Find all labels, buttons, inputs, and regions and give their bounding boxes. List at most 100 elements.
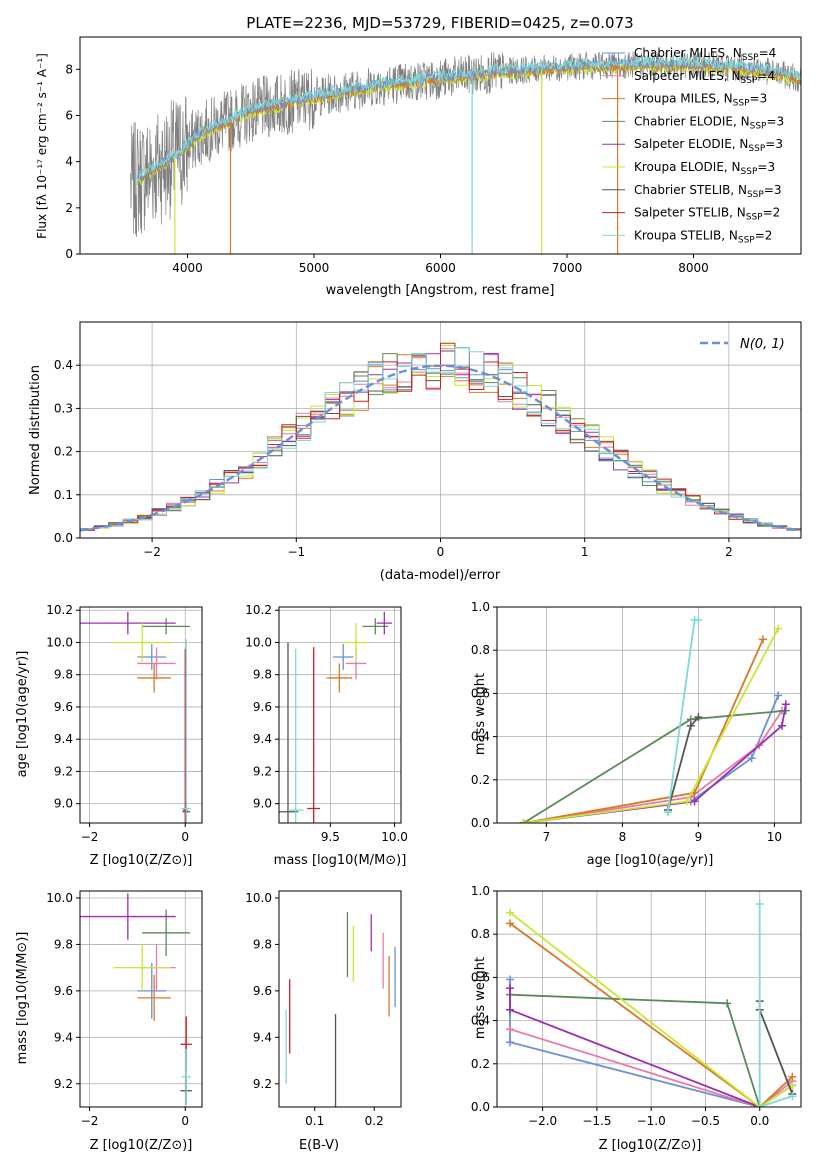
xtick-label: 10.0 — [381, 830, 408, 844]
weight-marker — [694, 615, 703, 624]
ytick-label: 9.6 — [253, 984, 272, 998]
weight-marker — [683, 797, 691, 806]
ytick-label: 0.8 — [471, 643, 490, 657]
weight-line — [509, 911, 793, 1107]
xtick-label: 7 — [543, 830, 551, 844]
weight-marker — [686, 721, 695, 730]
model-spectrum — [136, 55, 801, 182]
ytick-label: 0.0 — [54, 531, 73, 545]
xtick-label: 4000 — [172, 261, 203, 275]
weight-marker — [788, 1072, 797, 1081]
legend-label: Kroupa STELIB, NSSP=2 — [634, 228, 772, 245]
mass-vs-ebv-plot: 0.1 0.2 9.2 9.4 9.6 9.8 10.0 — [245, 890, 402, 1128]
residuals-plot: −2 −1 0 1 2 0.0 0.1 0.2 0.3 0.4 N(0, 1) — [54, 321, 802, 559]
axes-frame — [278, 890, 402, 1108]
xtick-label: −2 — [143, 545, 161, 559]
legend-label-text: Kroupa MILES, N — [634, 92, 733, 106]
legend-label: Kroupa MILES, NSSP=3 — [634, 92, 767, 109]
plot-area — [80, 611, 191, 823]
massweight-vs-age-plot: 7 8 9 10 0.0 0.2 0.4 0.6 0.8 1.0 — [471, 600, 802, 844]
massweight-vs-z-plot: −2.0 −1.5 −1.0 −0.5 0.0 0.0 0.2 0.4 0.6 0.8 1.0 — [471, 884, 802, 1128]
weight-marker — [506, 1025, 515, 1034]
ytick-label: 0.0 — [471, 816, 490, 830]
legend-label-eq: =4 — [759, 46, 777, 60]
ytick-label: 0.6 — [471, 686, 490, 700]
ytick-label: 0.2 — [471, 1057, 490, 1071]
weight-marker — [519, 819, 528, 823]
weight-marker — [774, 691, 783, 700]
mw-age-xlabel: age [log10(age/yr)] — [587, 853, 714, 868]
ytick-label: 1.0 — [471, 600, 490, 614]
ytick-label: 0.1 — [54, 488, 73, 502]
weight-line — [758, 904, 793, 1107]
spectrum-plot: 4000 5000 6000 7000 8000 0 2 4 6 8 Chabrier MILES,… — [65, 36, 802, 275]
weight-line — [509, 1028, 793, 1107]
legend-label-text: Salpeter MILES, N — [634, 69, 741, 83]
legend-label: Chabrier STELIB, NSSP=3 — [634, 183, 782, 200]
ytick-label: 4 — [65, 155, 73, 169]
figure-title: PLATE=2236, MJD=53729, FIBERID=0425, z=0… — [246, 14, 633, 32]
weight-marker — [506, 984, 515, 993]
legend-label: Salpeter STELIB, NSSP=2 — [634, 206, 780, 223]
plot-area — [519, 615, 790, 823]
model-spectrum — [136, 58, 801, 184]
ytick-label: 9.6 — [54, 984, 73, 998]
ytick-label: 10.0 — [46, 635, 73, 649]
axes-frame — [278, 606, 402, 824]
plot-area — [279, 611, 393, 823]
weight-line — [523, 710, 783, 823]
ytick-label: 0.2 — [471, 773, 490, 787]
weight-line — [667, 619, 699, 813]
legend-label-sub: SSP — [750, 121, 767, 131]
legend-label-eq: =3 — [766, 114, 784, 128]
xtick-label: 8000 — [678, 261, 709, 275]
weight-marker — [506, 975, 515, 984]
axes-frame — [496, 606, 802, 824]
legend-label: Kroupa ELODIE, NSSP=3 — [634, 160, 775, 177]
legend-label-sub: SSP — [733, 99, 750, 109]
ytick-label: 9.2 — [253, 1077, 272, 1091]
ytick-label: 0.8 — [471, 927, 490, 941]
axes-frame — [496, 890, 802, 1108]
ytick-label: 9.4 — [54, 1030, 73, 1044]
xtick-label: −1.0 — [637, 1114, 666, 1128]
weight-line — [509, 993, 761, 1107]
legend-label: N(0, 1) — [740, 337, 785, 352]
spectrum-ylabel: Flux [fλ 10⁻¹⁷ erg cm⁻² s⁻¹ A⁻¹] — [35, 53, 49, 239]
mass-vs-z-plot: −2 0 9.2 9.4 9.6 9.8 10.0 — [46, 890, 203, 1128]
weight-marker — [755, 1103, 764, 1107]
ytick-label: 8 — [65, 62, 73, 76]
xtick-label: 9 — [695, 830, 703, 844]
mass-z-ylabel: mass [log10(M/M⊙)] — [15, 932, 30, 1065]
ytick-label: 2 — [65, 201, 73, 215]
plot-area — [130, 51, 801, 254]
histogram-step — [80, 346, 801, 531]
xtick-label: 10 — [767, 830, 782, 844]
legend-label-text: Chabrier STELIB, N — [634, 183, 747, 197]
ytick-label: 9.2 — [253, 764, 272, 778]
xtick-label: −1 — [287, 545, 305, 559]
mass-ebv-xlabel: E(B-V) — [299, 1138, 339, 1153]
ytick-label: 10.0 — [245, 635, 272, 649]
age-mass-xlabel: mass [log10(M/M⊙)] — [274, 853, 407, 868]
ytick-label: 10.0 — [46, 891, 73, 905]
weight-marker — [755, 899, 764, 908]
legend-label: Chabrier MILES, NSSP=4 — [634, 46, 776, 63]
mw-z-xlabel: Z [log10(Z/Z⊙)] — [599, 1138, 702, 1153]
weight-line — [523, 639, 764, 823]
xtick-label: 0.0 — [750, 1114, 769, 1128]
ytick-label: 1.0 — [471, 884, 490, 898]
xtick-label: 1 — [581, 545, 589, 559]
ytick-label: 9.4 — [253, 1030, 272, 1044]
weight-marker — [506, 1005, 515, 1014]
legend-label-text: Kroupa STELIB, N — [634, 228, 738, 242]
legend-label-eq: =3 — [757, 160, 775, 174]
plot-area — [506, 899, 797, 1107]
xtick-label: 9.5 — [321, 830, 340, 844]
xtick-label: 8 — [619, 830, 627, 844]
xtick-label: 0 — [181, 1114, 189, 1128]
weight-line — [523, 628, 779, 823]
legend-label-eq: =4 — [757, 69, 775, 83]
legend-label: Chabrier ELODIE, NSSP=3 — [634, 114, 784, 131]
ytick-label: 9.8 — [54, 668, 73, 682]
